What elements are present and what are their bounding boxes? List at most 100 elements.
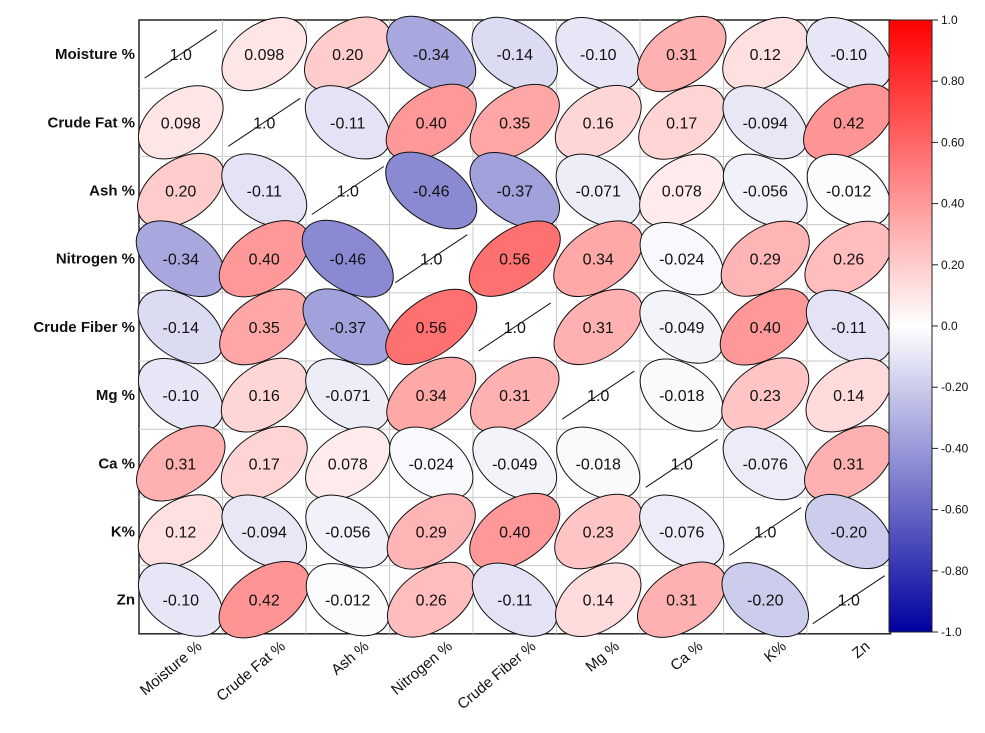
cell-value-label: -0.11 [831, 320, 866, 337]
column-label: Crude Fiber % [454, 638, 539, 713]
correlation-cell: -0.11 [471, 562, 558, 637]
correlation-cell: 0.26 [804, 220, 894, 297]
correlation-ellipse [722, 85, 809, 160]
correlation-cell: -0.11 [221, 153, 308, 228]
correlation-cell: -0.056 [722, 153, 808, 228]
correlation-cell: 0.40 [719, 288, 811, 366]
cell-value-label: -0.34 [413, 47, 450, 64]
correlation-cell: 0.56 [468, 220, 561, 297]
correlation-cell: 1.0 [394, 234, 468, 284]
correlation-ellipse [221, 17, 308, 92]
correlation-cell: -0.11 [304, 85, 391, 160]
correlation-cell: 0.35 [469, 83, 560, 161]
cell-value-label: -0.024 [659, 252, 704, 269]
cell-value-label: 0.31 [833, 456, 864, 473]
cell-value-label: 0.20 [165, 184, 196, 201]
correlation-ellipse [385, 151, 478, 230]
cell-value-label: -0.34 [163, 252, 200, 269]
diagonal-ellipse-line [394, 234, 468, 284]
cell-value-label: -0.056 [743, 184, 788, 201]
row-labels: Moisture % Crude Fat % Ash % Nitrogen % Crud… [33, 46, 135, 609]
correlation-cell: -0.10 [137, 562, 224, 637]
cell-value-label: -0.049 [659, 320, 704, 337]
cell-value-label: 1.0 [754, 525, 776, 542]
column-label: Zn [849, 638, 873, 662]
correlation-cell: 0.20 [136, 152, 225, 229]
cell-value-label: 0.40 [499, 525, 530, 542]
cell-value-label: 0.12 [165, 525, 196, 542]
correlation-ellipse [719, 288, 811, 366]
cell-value-label: 0.17 [249, 456, 280, 473]
correlation-cell: -0.049 [639, 290, 725, 364]
cell-value-label: -0.024 [409, 456, 454, 473]
correlation-ellipse [137, 494, 224, 569]
correlation-ellipse [639, 290, 725, 364]
correlation-cell: 1.0 [561, 370, 635, 420]
correlation-cell: -0.46 [385, 151, 478, 230]
correlation-cell: -0.049 [472, 426, 558, 501]
correlation-ellipse [639, 153, 725, 228]
correlation-ellipse [721, 562, 810, 638]
column-label: K% [761, 638, 790, 666]
cell-value-label: -0.076 [743, 456, 788, 473]
cell-value-label: -0.46 [330, 252, 367, 269]
correlation-ellipse [554, 84, 642, 160]
row-label: Nitrogen % [56, 251, 135, 268]
correlation-cell: 0.26 [386, 561, 476, 638]
correlation-ellipse [722, 153, 808, 228]
correlation-ellipse [386, 493, 476, 570]
colorbar-tick-label: 0.60 [941, 135, 965, 149]
cell-value-label: 0.35 [249, 320, 280, 337]
colorbar-tick-label: 0.80 [941, 74, 965, 88]
diagonal-ellipse-line [812, 575, 886, 625]
correlation-ellipse [806, 153, 891, 228]
cell-value-label: 1.0 [170, 47, 192, 64]
column-label: Ash % [328, 638, 372, 679]
colorbar-tick-label: -1.0 [941, 625, 962, 639]
correlation-cell: 0.078 [305, 426, 391, 501]
correlation-ellipse [638, 84, 726, 160]
correlation-cell: 1.0 [728, 507, 802, 556]
diagonal-ellipse-line [227, 97, 301, 147]
column-label: Nitrogen % [388, 638, 456, 699]
cell-value-label: -0.10 [163, 593, 200, 610]
correlation-cell: -0.018 [556, 426, 641, 500]
correlation-ellipse [137, 85, 224, 160]
colorbar-tick-label: -0.80 [941, 564, 969, 578]
row-label: Moisture % [55, 46, 135, 63]
cell-value-label: 0.16 [583, 115, 614, 132]
correlation-cell: 0.34 [553, 220, 644, 298]
cell-value-label: 0.31 [165, 456, 196, 473]
correlation-cell: 1.0 [812, 575, 886, 625]
cell-value-label: 0.12 [750, 47, 781, 64]
cell-value-label: -0.10 [580, 47, 617, 64]
correlation-ellipse [219, 288, 310, 366]
cell-value-label: 0.42 [249, 593, 280, 610]
correlation-ellipse [805, 357, 892, 433]
cell-value-label: 1.0 [671, 456, 693, 473]
cell-value-label: 0.078 [662, 184, 702, 201]
correlation-cell: 0.17 [638, 84, 726, 160]
correlation-ellipse [136, 425, 226, 502]
correlation-cell: 0.31 [553, 288, 643, 366]
correlation-cell: 0.17 [220, 425, 308, 501]
cell-value-label: 0.34 [583, 252, 614, 269]
cell-value-label: -0.012 [325, 593, 370, 610]
correlation-ellipse [305, 426, 391, 501]
correlation-ellipse [471, 562, 558, 637]
correlation-ellipse [301, 219, 394, 298]
cell-value-label: 0.56 [416, 320, 447, 337]
correlation-ellipse [386, 561, 476, 638]
correlation-ellipse [637, 15, 727, 93]
cell-value-label: 0.34 [416, 388, 447, 405]
correlation-cell: -0.20 [721, 562, 810, 638]
correlation-ellipse [637, 561, 727, 638]
correlation-cell: 0.14 [555, 562, 642, 637]
cell-value-label: -0.10 [831, 47, 868, 64]
correlation-cell: -0.076 [722, 426, 808, 501]
cell-value-label: 0.20 [332, 47, 363, 64]
colorbar-gradient [888, 19, 933, 633]
correlation-ellipse [385, 288, 478, 366]
correlation-cell: -0.024 [639, 222, 724, 296]
correlation-cell: 0.078 [639, 153, 725, 228]
